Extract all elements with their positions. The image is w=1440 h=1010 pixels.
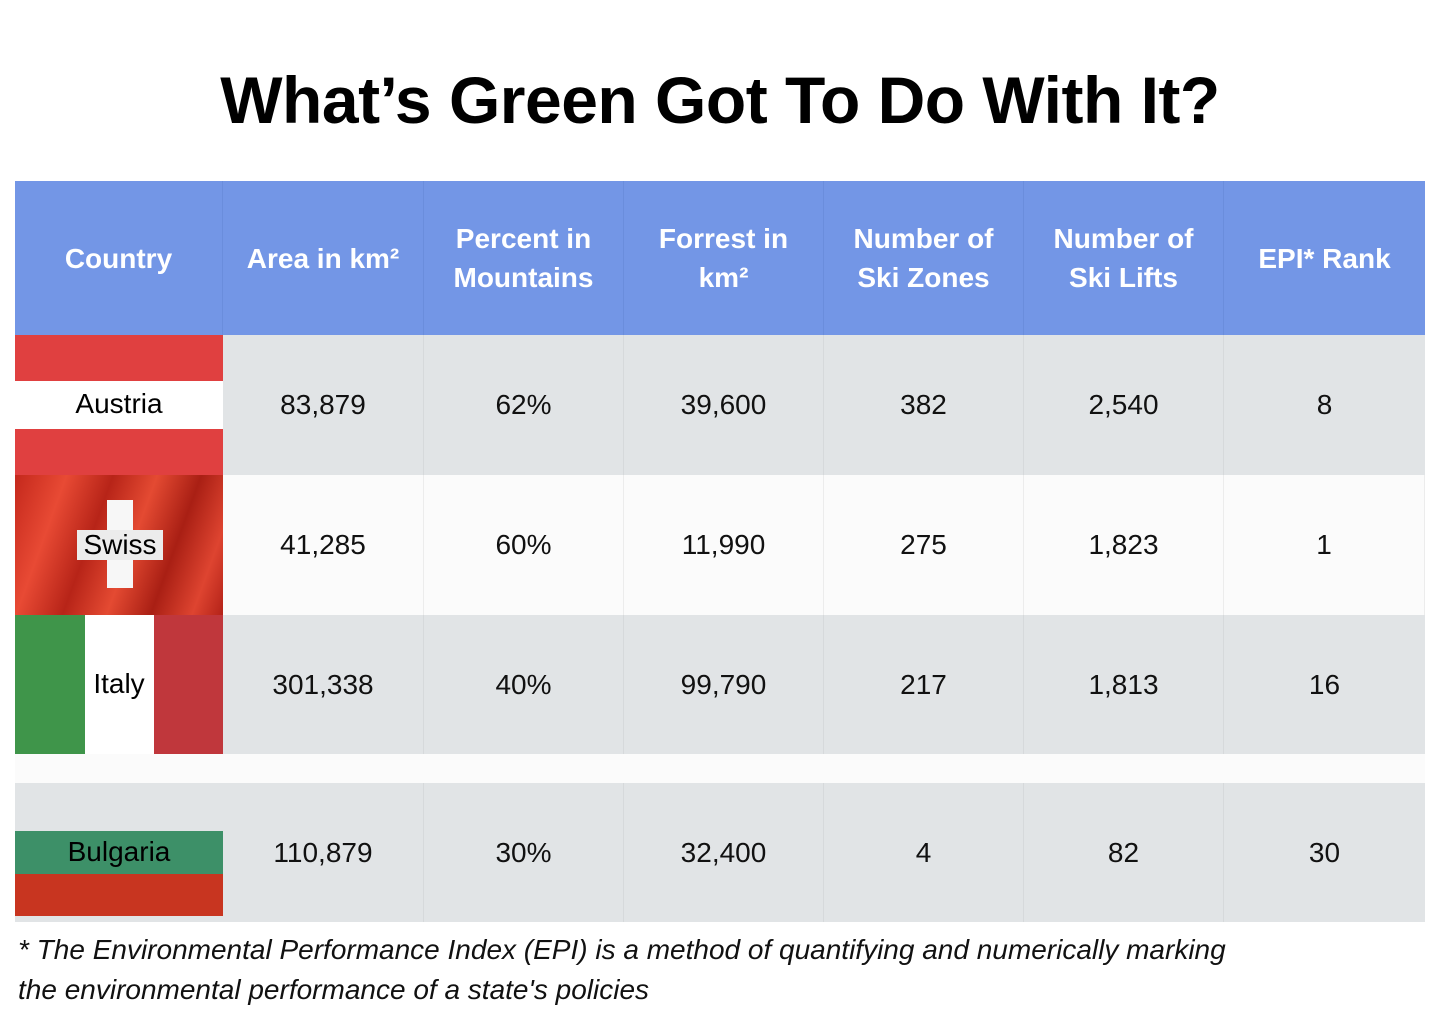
cell-epi-rank: 1 — [1224, 475, 1425, 615]
cell-forest: 32,400 — [624, 783, 824, 922]
cell-mountains: 40% — [424, 615, 624, 754]
header-ski-zones: Number of Ski Zones — [824, 181, 1024, 335]
cell-ski-lifts: 1,823 — [1024, 475, 1224, 615]
cell-ski-zones: 275 — [824, 475, 1024, 615]
footnote-line-2: the environmental performance of a state… — [18, 974, 650, 1005]
bulgaria-flag: Bulgaria — [15, 783, 223, 922]
cell-ski-zones: 4 — [824, 783, 1024, 922]
cell-ski-lifts: 2,540 — [1024, 335, 1224, 475]
cell-area: 41,285 — [223, 475, 424, 615]
cell-area: 110,879 — [223, 783, 424, 922]
cell-ski-lifts: 82 — [1024, 783, 1224, 922]
cell-ski-zones: 382 — [824, 335, 1024, 475]
cell-forest: 39,600 — [624, 335, 824, 475]
cell-mountains: 30% — [424, 783, 624, 922]
cell-ski-zones: 217 — [824, 615, 1024, 754]
header-forest: Forrest in km² — [624, 181, 824, 335]
country-name: Italy — [93, 668, 145, 699]
header-epi-rank: EPI* Rank — [1258, 242, 1391, 274]
table-row-austria: Austria 83,879 62% 39,600 382 2,540 8 — [15, 335, 1425, 475]
italy-flag: Italy — [15, 615, 223, 754]
cell-epi-rank: 30 — [1308, 836, 1341, 868]
cell-forest: 11,990 — [624, 475, 824, 615]
cell-area: 83,879 — [223, 335, 424, 475]
austria-flag: Austria — [15, 335, 223, 475]
footnote: * The Environmental Performance Index (E… — [18, 930, 1418, 1010]
table-header: Country Area in km² Percent in Mountains … — [15, 181, 1425, 335]
header-country: Country — [15, 181, 223, 335]
header-ski-lifts: Number of Ski Lifts — [1024, 181, 1224, 335]
header-area: Area in km² — [223, 181, 424, 335]
country-name: Swiss — [77, 529, 163, 560]
table-row-swiss: Swiss 41,285 60% 11,990 275 1,823 1 — [15, 475, 1425, 615]
cell-epi-rank: 16 — [1308, 668, 1341, 700]
country-name: Bulgaria — [67, 836, 171, 867]
cell-epi-rank: 8 — [1316, 389, 1333, 420]
table-spacer — [15, 754, 1425, 783]
country-name: Austria — [75, 388, 163, 419]
page-title: What’s Green Got To Do With It? — [220, 63, 1220, 137]
cell-mountains: 62% — [424, 335, 624, 475]
swiss-flag: Swiss — [15, 475, 223, 615]
footnote-line-1: * The Environmental Performance Index (E… — [18, 934, 1226, 965]
cell-area: 301,338 — [223, 615, 424, 754]
cell-mountains: 60% — [424, 475, 624, 615]
table-row-italy: Italy 301,338 40% 99,790 217 1,813 16 — [15, 615, 1425, 754]
cell-forest: 99,790 — [624, 615, 824, 754]
cell-ski-lifts: 1,813 — [1024, 615, 1224, 754]
header-mountains: Percent in Mountains — [424, 181, 624, 335]
table-row-bulgaria: Bulgaria 110,879 30% 32,400 4 82 30 — [15, 783, 1425, 922]
